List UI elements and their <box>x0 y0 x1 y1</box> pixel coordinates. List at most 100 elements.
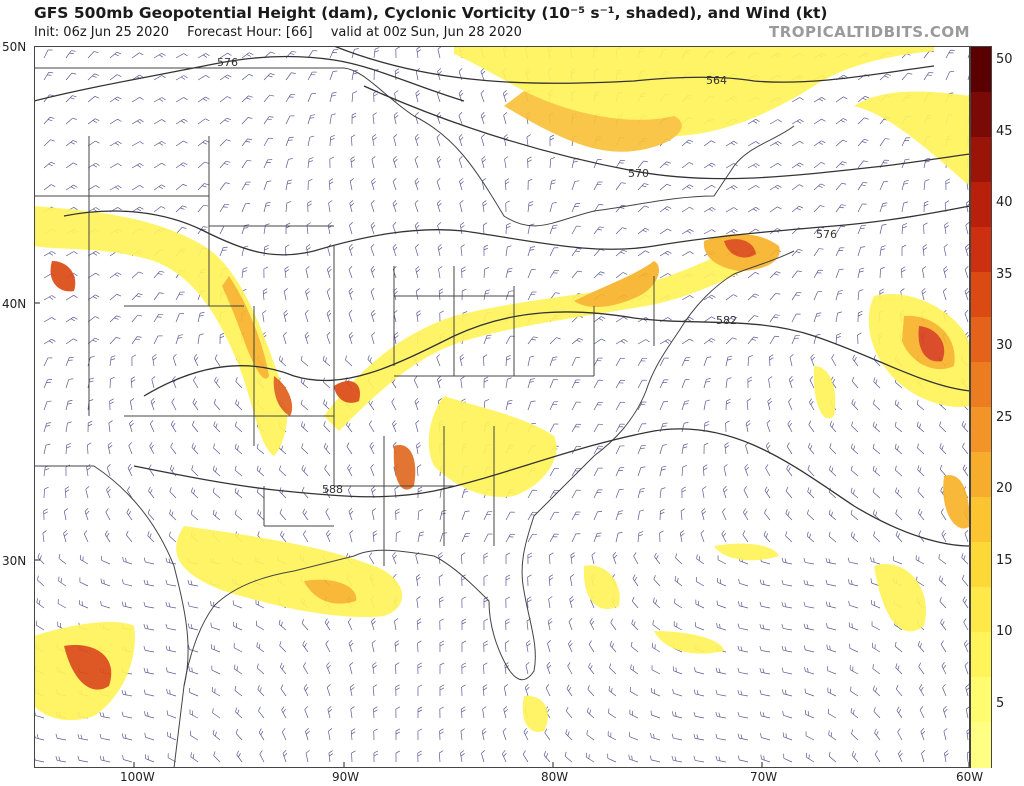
wind-barb <box>392 200 398 213</box>
wind-barb <box>568 640 573 653</box>
wind-barb <box>482 222 488 235</box>
wind-barb <box>608 708 617 719</box>
wind-barb <box>791 270 802 279</box>
wind-barb <box>148 486 155 499</box>
wind-barb <box>43 49 53 59</box>
wind-barb <box>393 134 398 147</box>
wind-barb <box>633 552 639 565</box>
wind-barb <box>743 486 749 499</box>
wind-barb <box>847 557 859 565</box>
wind-barb <box>549 378 558 389</box>
wind-barb <box>943 266 948 279</box>
wind-barb <box>373 47 380 59</box>
lat-label: 40N <box>2 297 27 311</box>
wind-barb <box>901 223 908 235</box>
wind-barb <box>65 95 77 103</box>
wind-barb <box>370 200 375 213</box>
wind-barb <box>825 579 837 587</box>
wind-barb <box>197 75 210 81</box>
wind-barb <box>809 376 815 389</box>
wind-barb <box>241 117 253 125</box>
wind-barb <box>768 354 774 367</box>
wind-barb <box>302 508 309 521</box>
wind-barb <box>65 140 78 147</box>
wind-barb <box>715 755 727 763</box>
wind-barb <box>128 442 133 455</box>
wind-barb <box>481 134 485 147</box>
wind-barb <box>857 289 864 301</box>
wind-barb <box>480 90 485 103</box>
wind-barb <box>439 310 444 323</box>
wind-barb <box>851 729 859 741</box>
wind-barb <box>414 398 420 411</box>
wind-barb <box>835 290 843 301</box>
wind-barb <box>234 421 243 433</box>
wind-barb <box>504 640 510 653</box>
wind-barb <box>873 707 881 719</box>
wind-barb <box>835 247 845 257</box>
wind-barb <box>481 750 485 763</box>
wind-barb <box>788 376 794 389</box>
wind-barb <box>894 399 903 411</box>
wind-barb <box>85 486 90 499</box>
wind-barb <box>234 509 243 521</box>
wind-barb <box>630 664 639 675</box>
wind-barb <box>545 684 551 697</box>
wind-barb <box>659 250 672 257</box>
wind-barb <box>65 378 74 389</box>
wind-barb <box>759 601 771 609</box>
wind-barb <box>901 180 909 191</box>
wind-barb <box>637 205 649 213</box>
wind-barb <box>895 487 903 499</box>
wind-barb <box>781 579 793 587</box>
wind-barb <box>258 728 265 741</box>
wind-barb <box>165 557 177 565</box>
wind-barb <box>649 755 661 763</box>
wind-barb <box>826 623 837 631</box>
wind-barb <box>781 667 793 675</box>
wind-barb <box>701 508 707 521</box>
wind-barb <box>395 684 400 697</box>
wind-barb <box>725 229 738 235</box>
wind-barb <box>505 245 512 257</box>
wind-barb <box>285 179 293 191</box>
wind-barb <box>917 443 925 455</box>
wind-barb <box>586 707 595 719</box>
wind-barb <box>674 575 683 587</box>
wind-barb <box>879 245 886 257</box>
wind-barb <box>835 311 842 323</box>
wind-barb <box>351 91 358 103</box>
wind-barb <box>593 338 606 345</box>
wind-barb <box>615 316 628 323</box>
wind-barb <box>459 222 465 235</box>
wind-barb <box>166 667 177 675</box>
wind-barb <box>283 310 289 323</box>
wind-barb <box>461 510 470 521</box>
wind-barb <box>121 711 133 719</box>
wind-barb <box>571 511 581 521</box>
wind-barb <box>165 580 177 587</box>
wind-barb <box>348 640 354 653</box>
wind-barb <box>788 398 793 411</box>
wind-barb <box>131 293 143 301</box>
colorbar-segment <box>971 92 991 138</box>
wind-barb <box>850 487 859 499</box>
wind-barb <box>898 750 903 763</box>
wind-barb <box>857 267 865 279</box>
contour-label: 588 <box>322 483 343 496</box>
wind-barb <box>964 310 969 323</box>
wind-barb <box>769 206 782 213</box>
wind-barb <box>131 97 144 103</box>
wind-barb <box>505 222 511 235</box>
wind-barb <box>941 662 947 675</box>
wind-barb <box>482 684 488 697</box>
wind-barb <box>565 706 573 719</box>
wind-barb <box>593 423 603 433</box>
wind-barb <box>371 508 376 521</box>
wind-barb <box>143 645 155 653</box>
colorbar-segment <box>971 677 991 723</box>
wind-barb <box>329 91 337 103</box>
wind-barb <box>234 443 243 455</box>
wind-barb <box>681 251 694 257</box>
wind-barb <box>349 530 354 543</box>
